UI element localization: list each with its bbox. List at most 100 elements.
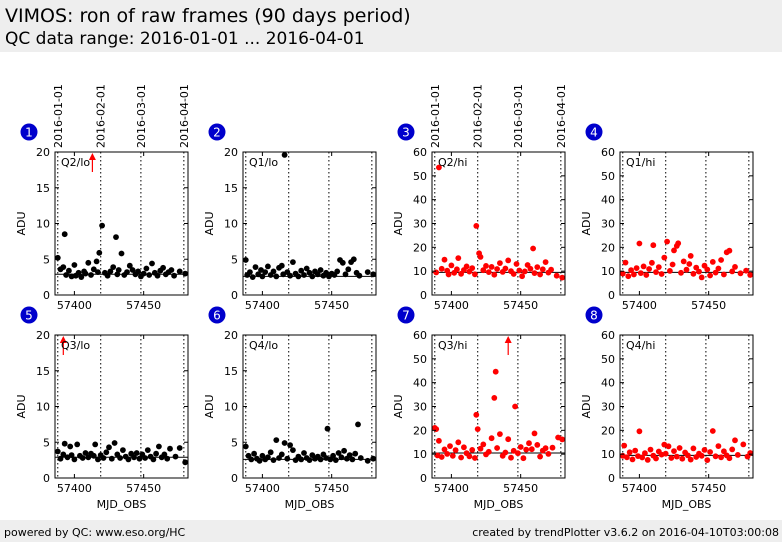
- data-point: [483, 263, 489, 269]
- data-point: [537, 453, 543, 460]
- data-point: [357, 455, 364, 461]
- data-point: [715, 443, 722, 449]
- data-point: [433, 426, 440, 432]
- page-title: VIMOS: ron of raw frames (90 days period…: [5, 5, 411, 27]
- y-tick-label: 60: [413, 146, 427, 159]
- data-point: [120, 447, 126, 453]
- data-point: [447, 443, 453, 449]
- data-point: [92, 441, 99, 448]
- data-point: [676, 445, 683, 451]
- panel-badge-number: 4: [590, 126, 598, 140]
- data-point: [718, 454, 724, 461]
- data-point: [667, 268, 673, 274]
- date-tick-label: 2016-02-01: [472, 84, 485, 148]
- y-tick-label: 20: [601, 424, 615, 437]
- data-point: [726, 455, 733, 462]
- data-point: [341, 447, 347, 454]
- data-point: [135, 268, 142, 275]
- chart-panel-8: 8 0 10 20 30 40 50 60 57400 57450 ADU MJD_OBS Q4/hi: [580, 306, 754, 511]
- data-point: [523, 446, 530, 453]
- data-point: [466, 453, 473, 460]
- panel-label: Q1/lo: [249, 156, 278, 169]
- data-point: [104, 272, 111, 279]
- data-point: [150, 456, 157, 463]
- y-tick-label: 30: [413, 401, 427, 414]
- data-point: [54, 448, 61, 455]
- y-tick-label: 40: [413, 194, 427, 207]
- data-point: [281, 440, 288, 446]
- x-tick-label: 57400: [434, 299, 469, 312]
- data-point: [103, 449, 110, 456]
- data-point: [458, 454, 464, 461]
- y-tick-label: 20: [224, 329, 238, 342]
- data-point: [469, 447, 476, 453]
- panel-label: Q2/hi: [438, 156, 467, 169]
- data-point: [154, 272, 161, 279]
- data-point: [57, 455, 64, 462]
- data-point: [539, 266, 546, 273]
- data-point: [108, 455, 115, 462]
- data-point: [352, 450, 359, 457]
- panel-badge: [208, 123, 226, 141]
- data-point: [642, 450, 648, 457]
- y-tick-label: 60: [601, 329, 615, 342]
- data-point: [534, 264, 541, 270]
- data-point: [251, 450, 257, 457]
- data-point: [438, 454, 445, 460]
- y-tick-label: 15: [224, 365, 238, 378]
- data-point: [270, 268, 277, 275]
- data-point: [712, 269, 719, 276]
- y-tick-label: 10: [601, 448, 615, 461]
- data-point: [433, 269, 440, 276]
- y-axis-label: ADU: [580, 211, 593, 235]
- x-tick-label: 57450: [314, 482, 349, 495]
- data-point: [298, 267, 305, 274]
- data-point: [249, 274, 256, 280]
- data-point: [686, 261, 693, 267]
- y-tick-label: 10: [224, 401, 238, 414]
- y-tick-label: 50: [601, 170, 615, 183]
- data-point: [118, 250, 125, 257]
- data-point: [164, 455, 171, 462]
- data-point: [461, 444, 467, 451]
- data-point: [734, 452, 741, 458]
- data-point: [687, 253, 694, 259]
- data-point: [278, 262, 285, 269]
- data-point: [171, 272, 178, 279]
- data-point: [306, 457, 313, 463]
- data-point: [732, 437, 738, 444]
- data-point: [153, 450, 160, 457]
- data-point: [726, 247, 733, 254]
- data-point: [494, 266, 500, 272]
- data-point: [497, 431, 503, 437]
- footer-created: created by trendPlotter v3.6.2 on 2016-0…: [472, 526, 779, 539]
- data-point: [472, 271, 478, 278]
- y-axis-label: ADU: [203, 394, 216, 418]
- data-point: [474, 426, 481, 432]
- data-point: [317, 456, 324, 463]
- data-point: [491, 271, 498, 278]
- data-point: [131, 454, 137, 461]
- data-point: [342, 271, 349, 278]
- panel-label: Q4/hi: [626, 339, 655, 352]
- data-point: [510, 271, 517, 277]
- data-point: [314, 271, 321, 278]
- data-point: [519, 273, 525, 280]
- data-point: [488, 435, 495, 442]
- data-point: [480, 441, 487, 448]
- data-point: [508, 454, 514, 461]
- data-point: [632, 447, 639, 454]
- data-point: [747, 272, 754, 278]
- data-point: [99, 222, 105, 229]
- y-tick-label: 5: [231, 253, 238, 266]
- data-point: [161, 451, 168, 458]
- panel-badge: [397, 306, 415, 324]
- panel-badge-number: 3: [402, 126, 410, 140]
- data-point: [176, 268, 183, 275]
- panel-badge-number: 8: [590, 309, 598, 323]
- data-point: [718, 257, 724, 263]
- data-point: [553, 272, 560, 279]
- data-point: [129, 267, 136, 273]
